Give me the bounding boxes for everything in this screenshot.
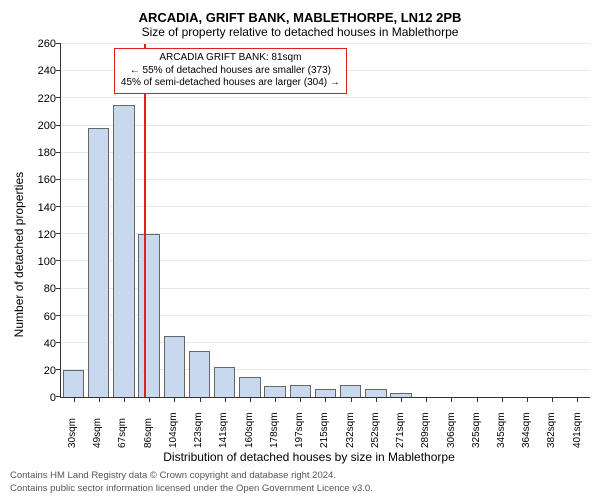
y-tick-label: 180: [38, 147, 56, 159]
x-tick-label: 271sqm: [388, 398, 413, 448]
bar-slot: [263, 44, 288, 397]
x-tick-label: 67sqm: [110, 398, 135, 448]
x-tick-label: 49sqm: [85, 398, 110, 448]
bar: [164, 336, 185, 397]
bar: [88, 128, 109, 397]
annotation-line1: ARCADIA GRIFT BANK: 81sqm: [121, 52, 340, 65]
y-tick-label: 220: [38, 93, 56, 105]
y-axis-label: Number of detached properties: [10, 44, 28, 464]
bar-slot: [162, 44, 187, 397]
chart-container: Number of detached properties 0 20 40 60 80 1…: [10, 44, 590, 464]
y-tick-mark: [56, 152, 61, 153]
bar-slot: [514, 44, 539, 397]
y-tick-mark: [56, 315, 61, 316]
y-tick-label: 160: [38, 174, 56, 186]
y-tick-mark: [56, 233, 61, 234]
x-tick-label: 401sqm: [565, 398, 590, 448]
bar: [138, 234, 159, 397]
bar: [315, 389, 336, 397]
x-axis-ticks: 30sqm49sqm67sqm86sqm104sqm123sqm141sqm16…: [60, 398, 590, 448]
bar-slot: [111, 44, 136, 397]
x-tick-label: 86sqm: [136, 398, 161, 448]
bar-slot: [137, 44, 162, 397]
x-tick-label: 289sqm: [413, 398, 438, 448]
bar: [290, 385, 311, 397]
chart-title-desc: Size of property relative to detached ho…: [10, 25, 590, 39]
bar-slot: [565, 44, 590, 397]
bar-slot: [86, 44, 111, 397]
y-tick-label: 80: [44, 283, 56, 295]
bar-slot: [363, 44, 388, 397]
y-tick-mark: [56, 288, 61, 289]
y-tick-mark: [56, 260, 61, 261]
reference-line: [144, 44, 146, 397]
x-tick-label: 232sqm: [338, 398, 363, 448]
bar: [189, 351, 210, 397]
x-axis-label: Distribution of detached houses by size …: [28, 450, 590, 464]
bar: [113, 105, 134, 397]
footer-line1: Contains HM Land Registry data © Crown c…: [10, 470, 590, 482]
y-tick-mark: [56, 342, 61, 343]
y-tick-mark: [56, 206, 61, 207]
x-tick-label: 141sqm: [211, 398, 236, 448]
bar: [340, 385, 361, 397]
y-tick-mark: [56, 369, 61, 370]
bar-slot: [61, 44, 86, 397]
x-tick-label: 364sqm: [514, 398, 539, 448]
x-tick-label: 178sqm: [262, 398, 287, 448]
annotation-line2: ← 55% of detached houses are smaller (37…: [121, 65, 340, 78]
y-tick-label: 100: [38, 256, 56, 268]
bar-slot: [338, 44, 363, 397]
bar-slot: [187, 44, 212, 397]
x-tick-label: 123sqm: [186, 398, 211, 448]
bar-slot: [464, 44, 489, 397]
y-tick-label: 60: [44, 311, 56, 323]
y-tick-label: 0: [50, 392, 56, 404]
x-tick-label: 197sqm: [287, 398, 312, 448]
bar-slot: [212, 44, 237, 397]
x-tick-label: 345sqm: [489, 398, 514, 448]
y-tick-mark: [56, 179, 61, 180]
y-tick-mark: [56, 70, 61, 71]
annotation-box: ARCADIA GRIFT BANK: 81sqm ← 55% of detac…: [114, 48, 347, 94]
bar-slot: [388, 44, 413, 397]
footer-line2: Contains public sector information licen…: [10, 483, 590, 495]
bars-layer: [61, 44, 590, 397]
bar-slot: [414, 44, 439, 397]
y-tick-label: 140: [38, 202, 56, 214]
x-tick-label: 160sqm: [237, 398, 262, 448]
bar: [264, 386, 285, 397]
y-tick-label: 260: [38, 38, 56, 50]
x-tick-label: 104sqm: [161, 398, 186, 448]
x-tick-label: 252sqm: [363, 398, 388, 448]
bar-slot: [540, 44, 565, 397]
y-tick-mark: [56, 43, 61, 44]
bar: [365, 389, 386, 397]
plot-area: ARCADIA GRIFT BANK: 81sqm ← 55% of detac…: [60, 44, 590, 398]
footer-attribution: Contains HM Land Registry data © Crown c…: [10, 470, 590, 495]
x-tick-label: 325sqm: [464, 398, 489, 448]
y-tick-label: 40: [44, 338, 56, 350]
bar-slot: [237, 44, 262, 397]
bar-slot: [489, 44, 514, 397]
bar-slot: [313, 44, 338, 397]
bar: [214, 367, 235, 397]
y-tick-label: 20: [44, 365, 56, 377]
x-tick-label: 30sqm: [60, 398, 85, 448]
x-tick-label: 306sqm: [439, 398, 464, 448]
x-tick-label: 215sqm: [312, 398, 337, 448]
bar: [239, 377, 260, 397]
y-tick-label: 240: [38, 65, 56, 77]
bar-slot: [288, 44, 313, 397]
y-tick-mark: [56, 125, 61, 126]
y-tick-label: 200: [38, 120, 56, 132]
y-tick-label: 120: [38, 229, 56, 241]
bar: [63, 370, 84, 397]
annotation-line3: 45% of semi-detached houses are larger (…: [121, 77, 340, 90]
x-tick-label: 382sqm: [539, 398, 564, 448]
y-tick-mark: [56, 97, 61, 98]
chart-title-address: ARCADIA, GRIFT BANK, MABLETHORPE, LN12 2…: [10, 10, 590, 25]
bar-slot: [439, 44, 464, 397]
